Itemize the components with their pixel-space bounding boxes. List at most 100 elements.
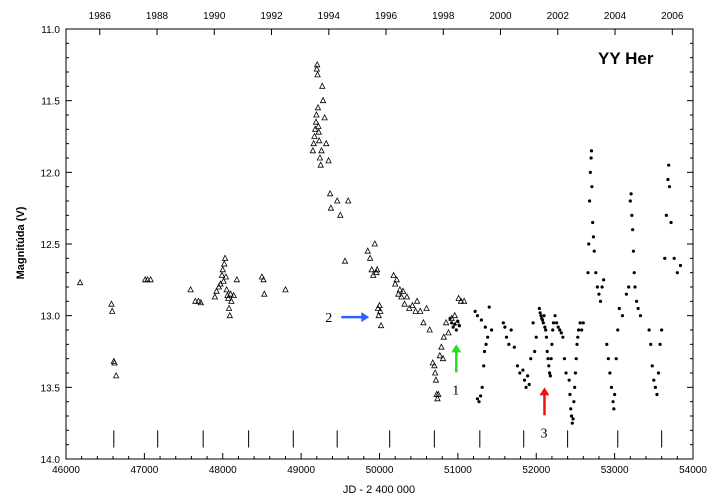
data-point-triangle <box>403 293 411 300</box>
data-point-triangle <box>282 285 289 293</box>
data-point-triangle <box>314 70 321 78</box>
data-point-triangle <box>108 300 115 307</box>
data-point-triangle <box>457 297 465 304</box>
data-point-dot <box>669 220 673 225</box>
data-point-dot <box>567 378 571 382</box>
data-point-dot <box>678 263 683 268</box>
top-tick-label: 1986 <box>89 11 112 22</box>
data-point-dot <box>605 342 609 346</box>
annotation-1: 1 <box>451 344 462 398</box>
data-point-triangle <box>319 96 327 104</box>
data-point-dot <box>632 271 636 275</box>
data-point-dot <box>597 292 601 296</box>
data-point-dot <box>663 256 667 260</box>
data-point-dot <box>594 271 598 275</box>
y-axis-title: Magnitúda (V) <box>15 206 27 279</box>
data-point-dot <box>638 314 643 318</box>
data-point-dot <box>658 342 662 346</box>
data-point-triangle <box>314 103 322 111</box>
y-tick-label: 11.5 <box>41 97 60 108</box>
data-point-dot <box>611 400 615 404</box>
data-point-triangle <box>429 359 437 366</box>
y-tick-label: 11.0 <box>41 25 60 36</box>
data-point-triangle <box>412 307 419 314</box>
data-point-triangle <box>432 376 440 383</box>
data-point-dot <box>522 378 527 382</box>
top-tick-label: 1994 <box>318 11 341 22</box>
data-point-dot <box>562 357 567 361</box>
data-point-dot <box>509 328 513 332</box>
data-point-dot <box>534 335 538 339</box>
data-point-dot <box>512 345 516 349</box>
data-point-dot <box>448 316 452 321</box>
data-point-triangle <box>197 298 205 306</box>
data-point-dot <box>628 199 632 203</box>
data-point-dot <box>518 371 522 375</box>
data-point-dot <box>672 256 676 260</box>
data-point-dot <box>595 285 599 289</box>
axis-ticks <box>65 28 694 460</box>
data-point-dot <box>591 235 596 239</box>
data-point-triangle <box>211 293 219 300</box>
data-point-triangle <box>344 197 352 204</box>
annotation-label: 1 <box>452 383 459 398</box>
data-point-triangle <box>434 394 441 402</box>
data-point-dot <box>576 328 581 332</box>
data-point-triangle <box>327 204 335 211</box>
triangle-series <box>76 60 468 402</box>
data-point-triangle <box>413 297 421 304</box>
data-point-triangle <box>315 136 323 144</box>
data-point-triangle <box>221 260 228 267</box>
data-point-dot <box>614 357 618 361</box>
data-point-triangle <box>371 240 379 247</box>
data-point-triangle <box>76 278 84 286</box>
data-point-triangle <box>439 354 447 362</box>
data-point-triangle <box>373 265 381 273</box>
data-point-dot <box>575 342 579 346</box>
data-point-triangle <box>195 297 202 304</box>
data-point-dot <box>456 319 460 323</box>
data-point-dot <box>487 305 491 309</box>
data-point-dot <box>544 335 549 339</box>
data-point-triangle <box>315 128 323 135</box>
data-point-dot <box>544 328 548 332</box>
data-point-dot <box>475 314 480 318</box>
data-point-triangle <box>431 369 439 376</box>
data-point-dot <box>636 306 640 311</box>
data-point-triangle <box>322 139 330 147</box>
data-point-dot <box>581 321 585 325</box>
data-point-triangle <box>317 161 324 168</box>
data-point-dot <box>667 163 671 167</box>
data-point-dot <box>573 371 578 375</box>
data-point-triangle <box>395 290 402 297</box>
data-point-dot <box>629 192 633 196</box>
data-point-dot <box>549 357 553 361</box>
data-point-triangle <box>111 359 118 366</box>
x-tick-label: 51000 <box>444 465 472 476</box>
data-point-dot <box>573 385 577 389</box>
data-point-dot <box>631 228 635 232</box>
data-point-triangle <box>393 275 401 283</box>
data-point-dot <box>537 306 541 311</box>
x-tick-label: 49000 <box>287 465 315 476</box>
arrow-head <box>451 344 462 353</box>
y-tick-label: 13.0 <box>41 312 61 323</box>
data-point-triangle <box>222 273 230 280</box>
data-point-triangle <box>220 277 227 284</box>
annotation-2: 2 <box>325 311 370 326</box>
data-point-dot <box>667 185 672 189</box>
data-point-dot <box>547 371 552 375</box>
data-point-triangle <box>313 65 321 72</box>
data-point-dot <box>527 382 531 387</box>
data-point-dot <box>647 328 651 332</box>
data-point-triangle <box>192 297 199 304</box>
data-point-dot <box>484 342 488 346</box>
data-point-triangle <box>325 156 332 164</box>
data-point-triangle <box>144 275 151 283</box>
x-tick-label: 50000 <box>366 465 394 476</box>
bottom-markers <box>113 430 663 448</box>
data-point-triangle <box>213 287 220 294</box>
data-point-dot <box>591 220 595 225</box>
data-point-triangle <box>315 122 322 129</box>
top-tick-label: 2006 <box>661 11 684 22</box>
